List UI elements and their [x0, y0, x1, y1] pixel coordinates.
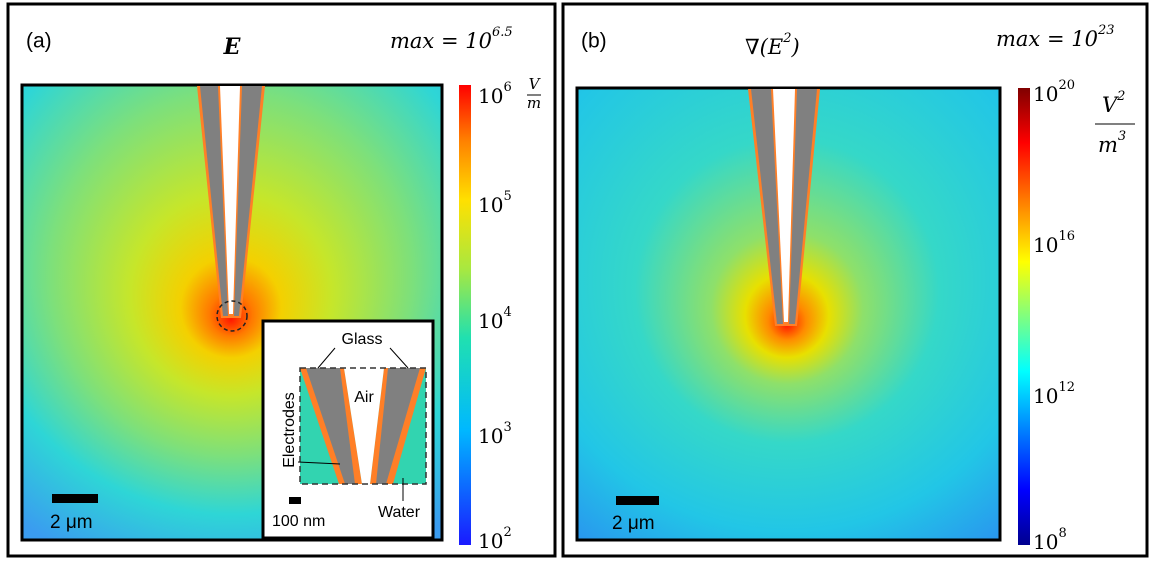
panel-label: (b)	[581, 30, 607, 53]
unit-denominator: m	[527, 94, 541, 112]
panel-label: (a)	[26, 30, 52, 53]
panel-title: ∇(E2)	[745, 31, 800, 59]
figure: (a) E max = 106.5 2 μm Glass Air Electro…	[0, 0, 1151, 562]
inset-label: Glass	[342, 331, 383, 348]
scale-bar-label: 2 μm	[50, 512, 93, 533]
colorbar	[459, 85, 471, 545]
scale-bar	[52, 494, 98, 503]
colorbar	[1018, 88, 1030, 545]
inset-label: Electrodes	[281, 392, 298, 468]
panel-title: E	[223, 34, 242, 60]
scale-bar	[616, 496, 659, 505]
inset-label: Water	[378, 504, 421, 521]
max-label: max = 1023	[996, 23, 1115, 51]
scale-bar-label: 2 μm	[612, 513, 655, 534]
scale-bar	[289, 497, 301, 504]
page: {"panels": [ {"label": "(a)", "title": "…	[0, 0, 1151, 562]
scale-bar-label: 100 nm	[272, 513, 325, 530]
inset-label: Air	[354, 389, 374, 406]
